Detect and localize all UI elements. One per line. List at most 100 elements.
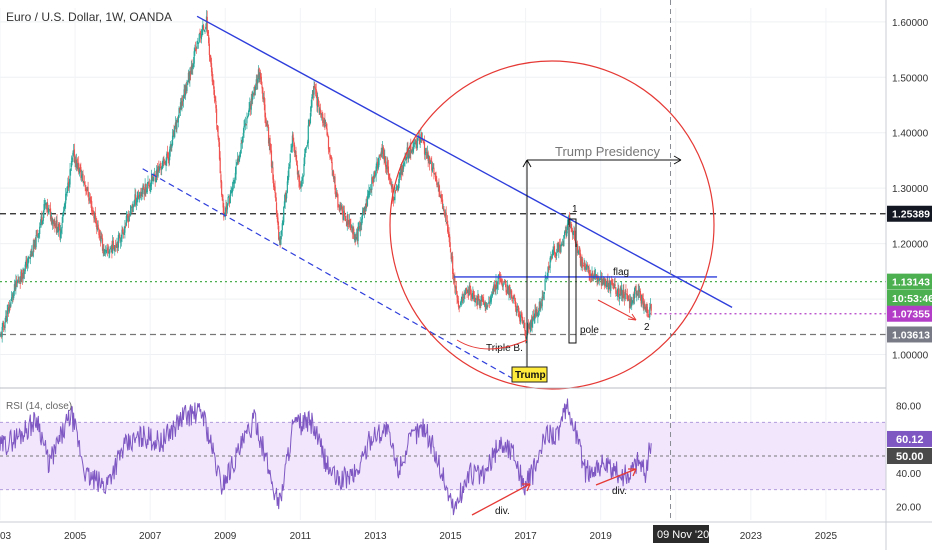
candle-body — [267, 127, 270, 144]
candle-body — [561, 244, 564, 246]
candle-body — [173, 131, 175, 136]
candle-body — [99, 236, 101, 241]
candle-body — [640, 294, 642, 304]
candle-body — [239, 151, 242, 157]
candle-body — [291, 145, 293, 151]
candle-body — [322, 123, 325, 125]
candle-body — [283, 206, 285, 223]
candle-body — [467, 289, 470, 297]
candle-body — [367, 193, 369, 197]
candle-body — [227, 197, 229, 205]
candle-body — [449, 248, 452, 253]
candle-body — [555, 253, 557, 256]
crosshair-date-label: 09 Nov '20 — [657, 529, 709, 541]
candle-body — [7, 308, 9, 310]
candle-body — [426, 152, 429, 159]
candle-body — [353, 228, 355, 239]
candle-body — [424, 153, 426, 156]
candle-body — [146, 183, 148, 193]
candle-body — [148, 184, 151, 188]
candle-body — [509, 290, 512, 294]
candle-body — [48, 209, 50, 210]
lower-trendline — [142, 168, 515, 380]
candle-body — [312, 90, 314, 99]
candle-body — [529, 323, 531, 331]
candle-body — [565, 229, 567, 236]
candle-body — [379, 154, 382, 157]
candle-body — [191, 65, 193, 69]
candle-body — [193, 51, 195, 64]
candle-body — [241, 141, 243, 144]
rsi-pane[interactable]: div. div. RSI (14, close) — [0, 398, 886, 518]
candle-body — [296, 165, 299, 175]
candle-body — [499, 278, 501, 282]
divergence-arrow-2 — [595, 468, 637, 486]
candle-body — [108, 252, 110, 254]
candle-body — [378, 156, 380, 166]
candle-body — [189, 72, 191, 81]
price-label-badge — [887, 273, 932, 290]
candle-body — [581, 259, 583, 263]
candle-body — [587, 264, 589, 268]
candle-body — [32, 244, 34, 257]
candle-body — [397, 183, 400, 190]
candle-body — [513, 295, 515, 297]
price-tick-label: 1.40000 — [892, 129, 929, 140]
candle-body — [517, 305, 519, 308]
candle-body — [57, 223, 60, 232]
candle-body — [80, 175, 83, 178]
candle-body — [522, 320, 524, 324]
candle-body — [76, 158, 78, 169]
candle-body — [479, 301, 481, 307]
candle-body — [515, 305, 517, 312]
candle-body — [79, 167, 81, 169]
candle-body — [351, 227, 353, 234]
candle-body — [473, 295, 475, 302]
candle-body — [444, 211, 446, 217]
candle-body — [522, 320, 525, 323]
candle-body — [646, 306, 648, 311]
candle-body — [289, 153, 291, 163]
candle-body — [639, 289, 641, 292]
candle-body — [597, 278, 599, 282]
time-tick-label: 2025 — [815, 531, 838, 542]
candle-body — [169, 144, 171, 151]
candle-body — [379, 155, 381, 156]
candle-body — [610, 280, 613, 283]
candle-body — [478, 294, 480, 299]
candle-body — [617, 288, 619, 295]
candle-body — [147, 181, 149, 184]
rsi-title: RSI (14, close) — [6, 401, 72, 412]
candle-body — [335, 191, 337, 197]
candle-body — [542, 296, 544, 298]
candle-body — [390, 183, 392, 187]
candle-body — [313, 86, 315, 95]
candle-body — [278, 237, 281, 241]
candle-body — [137, 195, 139, 199]
candle-body — [323, 119, 325, 124]
candle-body — [47, 207, 49, 213]
candle-body — [153, 174, 156, 175]
candle-body — [128, 215, 130, 222]
candle-body — [254, 86, 257, 91]
candle-body — [389, 177, 391, 184]
candle-body — [189, 70, 192, 76]
candle-body — [107, 250, 109, 253]
candle-body — [374, 171, 376, 176]
candle-body — [374, 174, 377, 176]
candle-body — [138, 194, 140, 198]
candle-body — [643, 303, 645, 309]
divergence-arrow-1 — [471, 483, 531, 516]
candle-body — [462, 299, 465, 301]
candle-body — [122, 233, 125, 235]
candle-body — [649, 307, 651, 318]
candle-body — [247, 116, 249, 119]
candle-body — [541, 296, 543, 307]
candle-body — [232, 182, 234, 189]
candle-body — [196, 41, 198, 49]
candle-body — [588, 267, 590, 275]
candle-body — [490, 297, 492, 301]
rsi-value-badge — [887, 430, 932, 447]
candle-body — [626, 293, 628, 301]
